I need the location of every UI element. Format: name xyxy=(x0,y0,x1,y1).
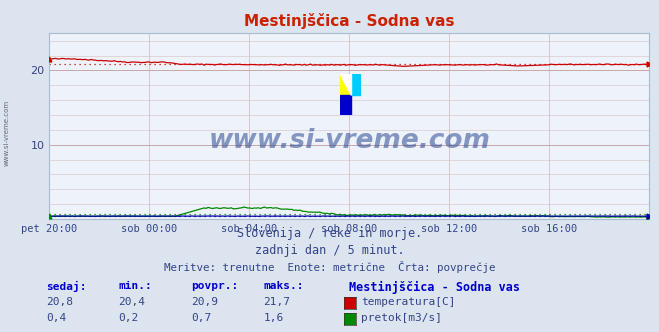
Text: Meritve: trenutne  Enote: metrične  Črta: povprečje: Meritve: trenutne Enote: metrične Črta: … xyxy=(163,261,496,273)
Text: maks.:: maks.: xyxy=(264,281,304,290)
Text: temperatura[C]: temperatura[C] xyxy=(361,297,455,307)
Text: 0,4: 0,4 xyxy=(46,313,67,323)
Text: 1,6: 1,6 xyxy=(264,313,284,323)
Text: www.si-vreme.com: www.si-vreme.com xyxy=(3,100,10,166)
Text: zadnji dan / 5 minut.: zadnji dan / 5 minut. xyxy=(254,244,405,257)
Text: 0,2: 0,2 xyxy=(119,313,139,323)
Text: sedaj:: sedaj: xyxy=(46,281,86,291)
Title: Mestinjščica - Sodna vas: Mestinjščica - Sodna vas xyxy=(244,13,455,29)
Text: 20,4: 20,4 xyxy=(119,297,146,307)
Text: pretok[m3/s]: pretok[m3/s] xyxy=(361,313,442,323)
Text: 20,9: 20,9 xyxy=(191,297,218,307)
Text: Mestinjščica - Sodna vas: Mestinjščica - Sodna vas xyxy=(349,281,520,293)
Text: povpr.:: povpr.: xyxy=(191,281,239,290)
Text: 0,7: 0,7 xyxy=(191,313,212,323)
Text: 21,7: 21,7 xyxy=(264,297,291,307)
Text: www.si-vreme.com: www.si-vreme.com xyxy=(208,128,490,154)
Text: min.:: min.: xyxy=(119,281,152,290)
Text: Slovenija / reke in morje.: Slovenija / reke in morje. xyxy=(237,227,422,240)
Text: 20,8: 20,8 xyxy=(46,297,73,307)
